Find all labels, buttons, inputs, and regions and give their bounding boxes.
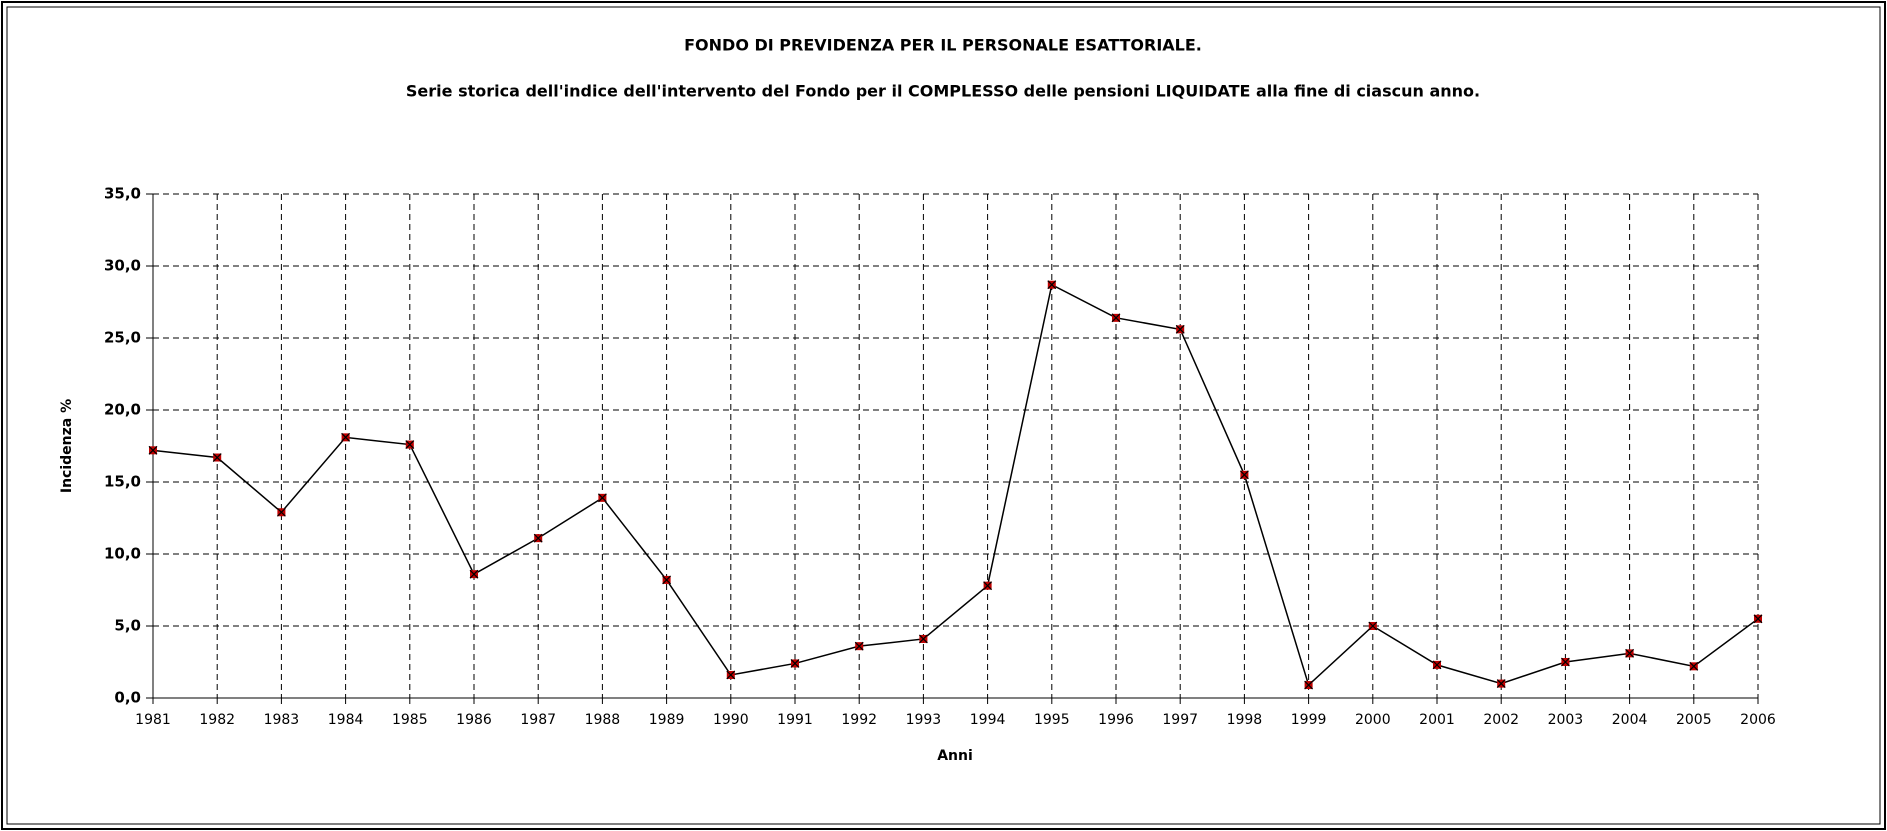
x-tick-label: 2004 (1612, 712, 1648, 728)
x-tick-label: 1995 (1034, 712, 1070, 728)
data-point (790, 659, 800, 668)
y-tick-label: 25,0 (104, 329, 141, 347)
data-point (1304, 680, 1314, 690)
x-tick-label: 1985 (392, 712, 428, 728)
data-point (1560, 657, 1570, 667)
data-point (854, 641, 864, 651)
data-point (1496, 679, 1506, 689)
data-point (1047, 280, 1057, 290)
data-point (1111, 313, 1121, 323)
x-tick-label: 1994 (970, 712, 1006, 728)
chart-title: FONDO DI PREVIDENZA PER IL PERSONALE ESA… (684, 36, 1202, 55)
data-point (405, 440, 415, 449)
data-point (469, 569, 479, 579)
data-point (533, 533, 543, 543)
x-tick-label: 1992 (841, 712, 877, 728)
data-point (212, 453, 222, 462)
data-point (341, 432, 351, 442)
data-point (1689, 661, 1699, 671)
data-point (1432, 660, 1442, 670)
data-point (597, 493, 607, 503)
x-tick-label: 1993 (906, 712, 942, 728)
data-point (276, 507, 286, 517)
x-tick-label: 1997 (1162, 712, 1198, 728)
x-tick-label: 1990 (713, 712, 749, 728)
data-point (983, 581, 993, 591)
x-tick-label: 1988 (585, 712, 621, 728)
y-tick-label: 20,0 (104, 401, 141, 419)
y-tick-label: 35,0 (104, 185, 141, 203)
x-tick-label: 2003 (1548, 712, 1584, 728)
x-tick-label: 1991 (777, 712, 813, 728)
y-tick-label: 15,0 (104, 473, 141, 491)
data-point (1368, 621, 1378, 631)
y-axis-label: Incidenza % (59, 399, 75, 493)
x-tick-label: 1983 (264, 712, 300, 728)
data-point (1175, 324, 1185, 334)
y-tick-label: 10,0 (104, 545, 141, 563)
x-tick-label: 2006 (1740, 712, 1776, 728)
data-point (918, 634, 928, 644)
x-tick-label: 1984 (328, 712, 364, 728)
x-tick-label: 1982 (199, 712, 235, 728)
y-tick-label: 30,0 (104, 257, 141, 275)
data-point (1625, 648, 1635, 658)
y-tick-label: 5,0 (114, 617, 141, 635)
inner-frame (6, 6, 1881, 825)
data-point (148, 445, 158, 455)
series-line (152, 283, 1759, 687)
data-point (662, 575, 672, 585)
x-tick-label: 1987 (520, 712, 556, 728)
x-tick-label: 2001 (1419, 712, 1455, 728)
x-tick-label: 2000 (1355, 712, 1391, 728)
x-tick-label: 1981 (135, 712, 171, 728)
data-point (1753, 614, 1763, 624)
data-point (1239, 470, 1249, 480)
x-tick-label: 2005 (1676, 712, 1712, 728)
x-tick-label: 1986 (456, 712, 492, 728)
x-tick-label: 1999 (1291, 712, 1327, 728)
y-tick-label: 0,0 (114, 689, 141, 707)
x-tick-label: 1996 (1098, 712, 1134, 728)
data-point (726, 670, 736, 680)
x-tick-label: 1989 (649, 712, 685, 728)
x-axis-label: Anni (937, 748, 973, 764)
chart-subtitle: Serie storica dell'indice dell'intervent… (406, 82, 1480, 101)
x-tick-label: 2002 (1483, 712, 1519, 728)
x-tick-label: 1998 (1227, 712, 1263, 728)
